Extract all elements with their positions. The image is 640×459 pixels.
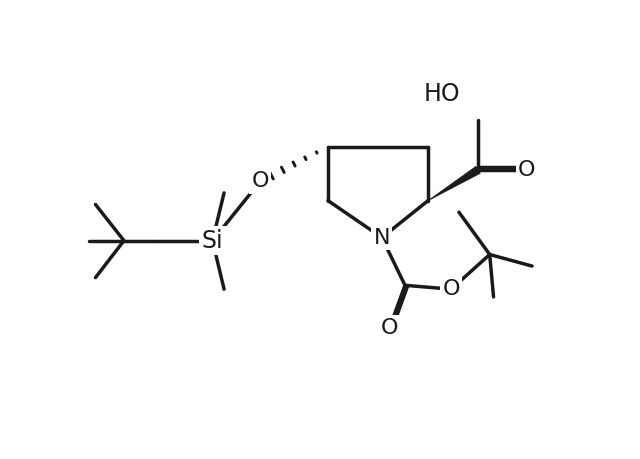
Text: O: O [381, 318, 398, 338]
Text: O: O [252, 171, 269, 191]
Text: O: O [518, 160, 536, 180]
Text: HO: HO [424, 82, 460, 106]
Text: Si: Si [202, 229, 223, 252]
Text: N: N [374, 228, 390, 247]
Polygon shape [428, 166, 480, 201]
Text: O: O [442, 279, 460, 299]
